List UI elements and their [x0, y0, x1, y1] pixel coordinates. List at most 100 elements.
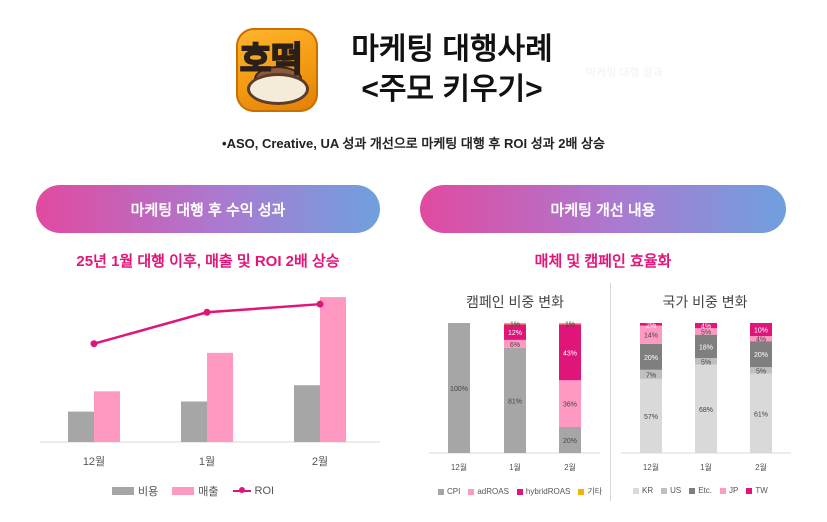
country-segment-2-0 [640, 343, 662, 370]
country-segment-2-2 [750, 341, 772, 368]
legend-swatch [746, 487, 753, 494]
country-data-label: 18% [699, 344, 713, 351]
country-data-label: 5% [701, 329, 711, 336]
campaign-data-label: 43% [563, 350, 577, 357]
country-data-label: 20% [754, 352, 768, 359]
campaign-segment-3-2 [559, 323, 581, 325]
section-pill-improvements: 마케팅 개선 내용 [420, 185, 786, 233]
legend-label: KR [642, 486, 654, 495]
bar-cost-1 [181, 401, 207, 442]
campaign-x-tick-label: 1월 [509, 462, 521, 472]
campaign-data-label: 6% [510, 342, 520, 349]
country-segment-1-2 [750, 367, 772, 374]
country-data-label: 61% [754, 411, 768, 418]
legend-label: JP [729, 486, 739, 495]
app-icon: 호떡 [236, 28, 318, 112]
country-segment-4-0 [640, 323, 662, 326]
legend-item: hybridROAS [516, 487, 571, 496]
revenue-subhead: 25년 1월 대행 이후, 매출 및 ROI 2배 상승 [76, 253, 340, 270]
country-segment-4-1 [695, 323, 717, 329]
app-icon-text: 호떡 [239, 39, 304, 81]
roi-point-1 [203, 308, 211, 316]
legend-item: CPI [438, 487, 460, 496]
campaign-data-label: 20% [563, 438, 577, 445]
plate-icon [250, 76, 306, 102]
legend-label: ROI [254, 485, 275, 497]
legend-label: 비용 [138, 486, 159, 498]
campaign-segment-2-2 [559, 324, 581, 381]
legend-item: TW [746, 486, 768, 495]
roi-point-2 [316, 300, 324, 308]
x-tick-label: 12월 [83, 455, 105, 468]
country-data-label: 5% [756, 368, 766, 375]
legend-swatch [720, 487, 727, 494]
country-data-label: 57% [644, 414, 658, 421]
title-line2: <주모 키우기> [361, 73, 543, 106]
legend-item: Etc. [689, 486, 712, 495]
legend-swatch [112, 487, 134, 495]
legend-item: US [661, 486, 681, 495]
legend-item: JP [720, 486, 738, 495]
country-data-label: 4% [756, 337, 766, 344]
legend-label: 기타 [587, 487, 603, 496]
legend-label: 매출 [198, 486, 219, 498]
country-data-label: 14% [644, 333, 658, 340]
summary-text: •ASO, Creative, UA 성과 개선으로 마케팅 대행 후 ROI … [222, 136, 605, 151]
legend-swatch [172, 487, 195, 495]
title-line1: 마케팅 대행사례 [351, 33, 553, 66]
panel-divider [610, 283, 611, 501]
country-segment-0-1 [695, 364, 717, 453]
country-data-label: 2% [646, 322, 656, 329]
campaign-segment-3-1 [504, 323, 526, 325]
country-x-tick-label: 12월 [643, 462, 659, 472]
legend-label: Etc. [698, 486, 713, 495]
country-x-tick-label: 1월 [700, 462, 712, 472]
improvements-subhead: 매체 및 캠페인 효율화 [534, 253, 672, 270]
country-data-label: 7% [646, 372, 656, 379]
campaign-segment-0-0 [448, 323, 470, 453]
campaign-segment-0-2 [559, 427, 581, 453]
bar-revenue-2 [320, 297, 346, 442]
campaign-legend: CPI adROAS hybridROAS 기타 [438, 486, 608, 497]
campaign-segment-1-2 [559, 380, 581, 427]
country-segment-4-2 [750, 323, 772, 336]
legend-label: adROAS [477, 487, 509, 496]
legend-item: KR [633, 486, 653, 495]
campaign-data-label: 81% [508, 398, 522, 405]
campaign-segment-2-1 [504, 324, 526, 340]
legend-item: 비용 [112, 483, 158, 499]
campaign-data-label: 12% [508, 330, 522, 337]
watermark-text: 마케팅 대행 성과 [586, 67, 663, 79]
country-data-label: 20% [644, 355, 658, 362]
bar-revenue-1 [207, 352, 233, 442]
legend-label: CPI [447, 487, 461, 496]
country-x-tick-label: 2월 [755, 462, 767, 472]
legend-label: hybridROAS [525, 487, 571, 496]
legend-swatch [661, 487, 668, 494]
country-segment-1-0 [640, 369, 662, 379]
legend-swatch [633, 487, 639, 494]
campaign-data-label: 36% [563, 402, 577, 409]
legend-swatch [578, 488, 585, 495]
country-segment-0-2 [750, 373, 772, 453]
country-legend: KR US Etc. JP TW [633, 486, 774, 495]
legend-label: US [670, 486, 682, 495]
bar-revenue-0 [94, 391, 120, 442]
x-tick-label: 2월 [312, 455, 328, 468]
roi-point-0 [90, 340, 98, 348]
legend-swatch [689, 487, 696, 494]
legend-swatch [438, 488, 444, 495]
country-data-label: 4% [701, 324, 711, 331]
legend-item: adROAS [468, 487, 509, 496]
campaign-segment-0-1 [504, 347, 526, 453]
section-pill-revenue: 마케팅 대행 후 수익 성과 [36, 185, 380, 233]
country-data-label: 10% [754, 328, 768, 335]
legend-item: ROI [232, 485, 275, 497]
country-segment-3-0 [640, 325, 662, 344]
campaign-data-label: 1% [565, 322, 575, 329]
country-data-label: 68% [699, 407, 713, 414]
campaign-segment-1-1 [504, 339, 526, 348]
campaign-data-label: 100% [450, 386, 468, 393]
campaign-data-label: 1% [510, 322, 520, 329]
